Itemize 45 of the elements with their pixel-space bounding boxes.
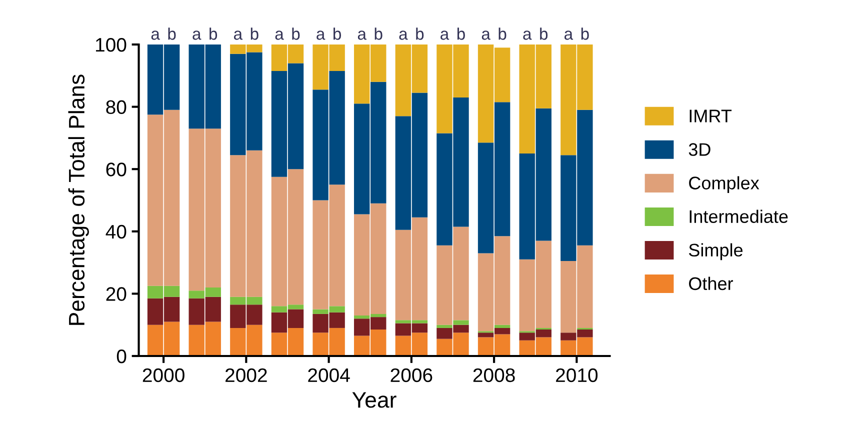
annotation: b (581, 28, 589, 40)
annotation: b (210, 28, 218, 40)
x-tick-label: 2006 (390, 368, 432, 382)
annotation: b (334, 28, 341, 40)
x-tick-label: 2008 (473, 368, 515, 382)
x-tick-label: 2004 (308, 368, 350, 382)
x-tick-label: 2002 (226, 368, 267, 382)
annotation: a (192, 30, 202, 40)
legend-label: Other (689, 276, 734, 290)
legend-label: IMRT (690, 110, 732, 122)
y-tick-label: 60 (106, 162, 126, 176)
x-tick-label: 2000 (142, 368, 184, 382)
annotation: b (250, 28, 258, 40)
annotation: b (292, 28, 300, 40)
y-tick-label: 100 (96, 38, 126, 52)
y-tick-label: 80 (106, 100, 126, 114)
annotation: a (275, 30, 284, 40)
y-tick-label: 40 (106, 224, 126, 239)
bar (494, 324, 510, 328)
annotation: a (523, 30, 532, 40)
legend-label: Simple (688, 243, 743, 260)
y-axis-title: Percentage of Total Plans (68, 74, 89, 325)
annotation: b (374, 28, 382, 40)
annotation: a (399, 30, 408, 40)
annotation: b (498, 28, 506, 40)
annotation: a (234, 30, 243, 40)
legend-label: 3D (688, 143, 710, 156)
annotation: a (440, 30, 450, 40)
y-tick-label: 0 (116, 349, 126, 364)
y-tick-label: 20 (106, 287, 126, 301)
annotation: a (316, 30, 326, 40)
annotation: b (540, 28, 548, 40)
annotation: a (358, 30, 366, 40)
x-tick-label: 2010 (556, 368, 598, 382)
annotation: a (151, 30, 160, 40)
annotation: b (457, 28, 465, 40)
legend-label: Intermediate (690, 210, 788, 223)
bar (453, 320, 469, 325)
annotation: b (168, 28, 176, 40)
annotation: a (564, 30, 574, 40)
annotation: b (416, 28, 424, 40)
legend-label: Complex (689, 176, 760, 194)
bar (436, 324, 452, 328)
annotation: a (482, 30, 490, 40)
x-axis-title: Year (352, 392, 396, 408)
